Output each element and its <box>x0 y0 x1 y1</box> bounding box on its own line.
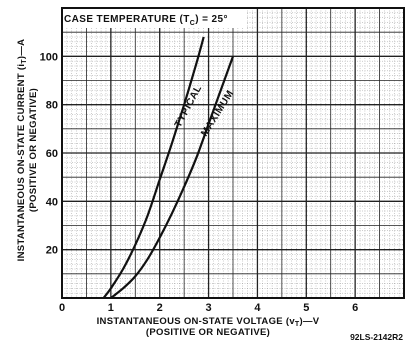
plot-frame <box>61 7 405 299</box>
x-tick-label: 5 <box>303 302 309 314</box>
series-line-maximum <box>110 55 235 299</box>
y-axis-title: INSTANTANEOUS ON-STATE CURRENT (iT)—A <box>16 39 28 262</box>
x-axis-subtitle: (POSITIVE OR NEGATIVE) <box>146 327 270 338</box>
y-axis-subtitle: (POSITIVE OR NEGATIVE) <box>28 88 39 212</box>
y-tick-label: 100 <box>40 51 58 63</box>
x-tick-label: 4 <box>254 302 261 314</box>
y-tick-label: 20 <box>46 245 58 257</box>
x-tick-label: 6 <box>352 302 358 314</box>
x-axis-title: INSTANTANEOUS ON-STATE VOLTAGE (vT)—V <box>97 316 320 328</box>
y-tick-labels: 20 40 60 80 100 <box>40 51 58 256</box>
x-tick-label: 2 <box>157 302 163 314</box>
x-tick-labels: 0 1 2 3 4 5 6 <box>59 302 358 314</box>
y-tick-label: 80 <box>46 100 58 112</box>
y-tick-label: 40 <box>46 196 58 208</box>
series-layer <box>102 36 235 299</box>
y-tick-label: 60 <box>46 148 58 160</box>
title-box <box>60 8 246 28</box>
series-line-typical <box>102 36 205 299</box>
x-tick-label: 3 <box>206 302 212 314</box>
x-tick-label: 0 <box>59 302 65 314</box>
figure-code: 92LS-2142R2 <box>350 332 403 342</box>
chart-title: CASE TEMPERATURE (TC) = 25° <box>64 14 228 27</box>
x-tick-label: 1 <box>108 302 114 314</box>
